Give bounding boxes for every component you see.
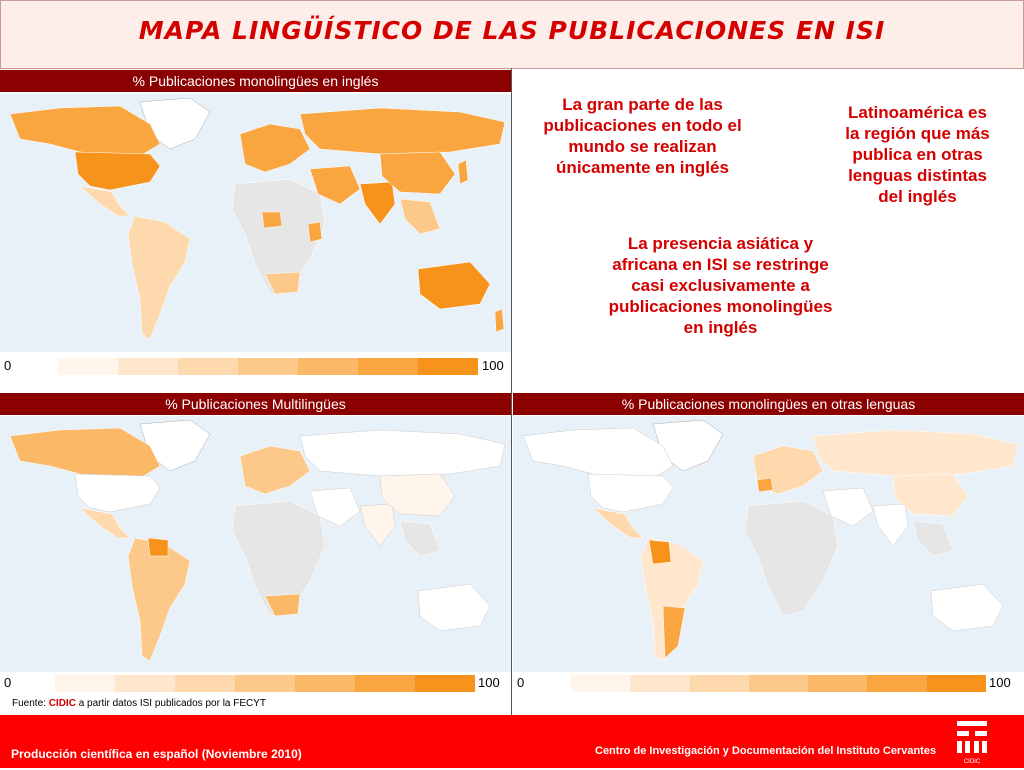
legend-other-languages: 0 100 (513, 672, 1024, 694)
legend-scale (571, 675, 986, 692)
legend-min: 0 (517, 675, 525, 690)
region-mexico (592, 507, 644, 539)
note-asia-africa: La presencia asiática y africana en ISI … (608, 234, 833, 337)
legend-scale (55, 675, 475, 692)
legend-english: 0 100 (0, 352, 511, 382)
region-india (359, 503, 396, 547)
footer-right-text: Centro de Investigación y Documentación … (595, 745, 937, 757)
region-mexico (79, 185, 131, 217)
region-india (872, 503, 909, 547)
logo-label: CIDIC (964, 759, 981, 765)
region-japan (457, 159, 469, 185)
region-china (379, 151, 456, 195)
region-australia (417, 583, 491, 632)
region-russia (812, 429, 1019, 477)
region-russia (299, 107, 506, 155)
region-middle-east (309, 165, 361, 205)
region-usa (74, 151, 161, 191)
source-prefix: Fuente: (12, 698, 46, 709)
region-australia (417, 261, 491, 310)
legend-scale (58, 358, 478, 375)
region-usa (74, 473, 161, 513)
cidic-logo: CIDIC (955, 719, 989, 765)
region-south-america (127, 215, 191, 340)
vertical-divider (511, 68, 512, 715)
note-latin-america: Latinoamérica es la región que más publi… (845, 103, 990, 206)
panel-header-english: % Publicaciones monolingües en inglés (0, 70, 511, 92)
region-south-africa (264, 593, 301, 617)
region-nigeria (261, 211, 283, 229)
region-australia (930, 583, 1004, 632)
region-africa (744, 500, 839, 617)
region-venezuela (147, 537, 169, 557)
source-note: Fuente: CIDIC a partir datos ISI publica… (12, 698, 266, 709)
legend-max: 100 (482, 358, 504, 373)
region-middle-east (822, 487, 874, 527)
region-colombia (648, 539, 672, 565)
region-india (359, 181, 396, 225)
map-english (0, 94, 511, 352)
map-other-languages (513, 416, 1024, 672)
page-title: MAPA LINGÜÍSTICO DE LAS PUBLICACIONES EN… (138, 16, 886, 45)
footer-left-text: Producción científica en español (Noviem… (11, 747, 302, 761)
region-europe (239, 445, 311, 495)
region-new-zealand (494, 308, 505, 333)
footer-bar: Producción científica en español (Noviem… (0, 715, 1024, 768)
source-rest: a partir datos ISI publicados por la FEC… (78, 698, 267, 709)
panel-header-multilingual: % Publicaciones Multilingües (0, 393, 511, 415)
region-middle-east (309, 487, 361, 527)
region-south-america (127, 537, 191, 662)
region-spain (756, 477, 774, 493)
legend-max: 100 (989, 675, 1011, 690)
region-south-africa (264, 271, 301, 295)
legend-min: 0 (4, 358, 12, 373)
region-se-asia (912, 520, 954, 557)
note-english-majority: La gran parte de las publicaciones en to… (543, 95, 742, 177)
region-se-asia (399, 520, 441, 557)
region-europe (239, 123, 311, 173)
legend-max: 100 (478, 675, 500, 690)
region-mexico (79, 507, 131, 539)
region-se-asia (399, 198, 441, 235)
legend-multilingual: 0 100 (0, 672, 511, 694)
region-china (379, 473, 456, 517)
panel-header-other-languages: % Publicaciones monolingües en otras len… (513, 393, 1024, 415)
region-china (892, 473, 969, 517)
title-bar (0, 0, 1024, 69)
region-russia (299, 429, 506, 477)
region-kenya (307, 221, 323, 243)
map-multilingual (0, 416, 511, 672)
legend-min: 0 (4, 675, 12, 690)
source-org: CIDIC (48, 698, 76, 709)
region-argentina (662, 605, 686, 659)
region-usa (587, 473, 674, 513)
